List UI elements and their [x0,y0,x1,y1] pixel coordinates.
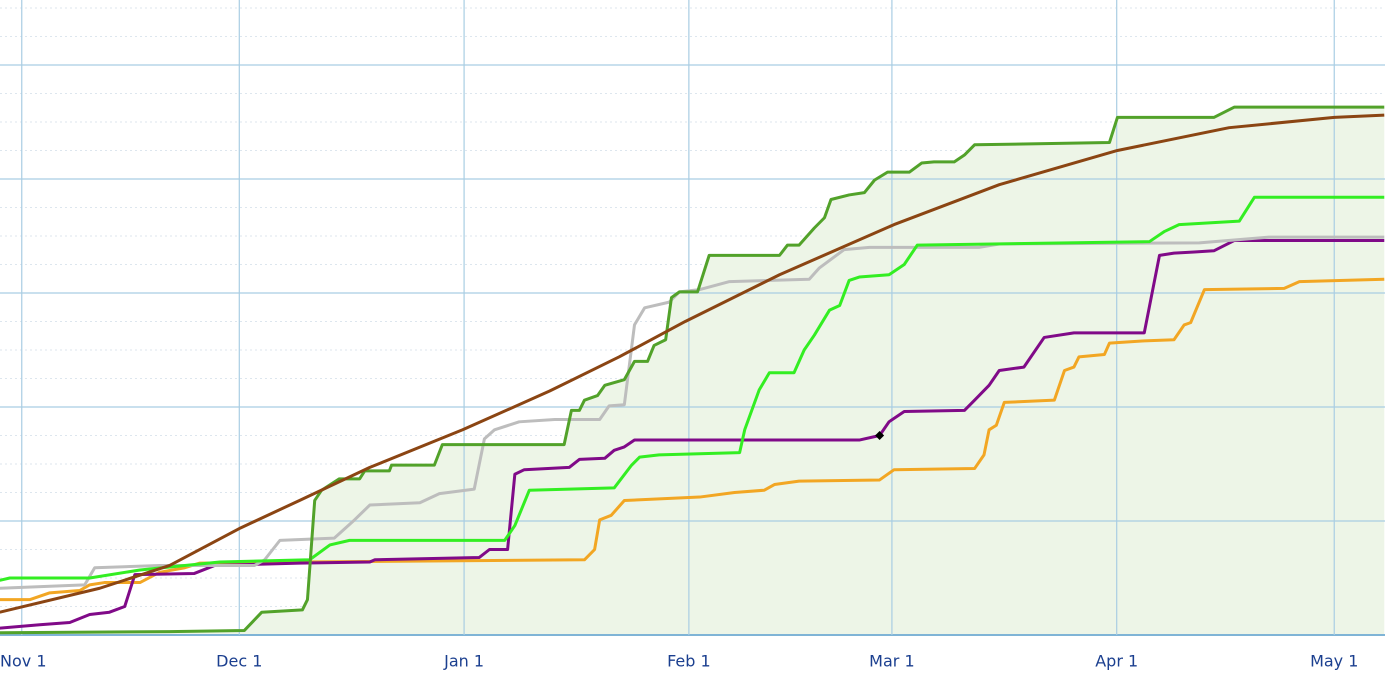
area [0,107,1385,635]
line [0,195,1385,582]
x-tick-label: Dec 1 [216,652,262,671]
x-tick-label: Apr 1 [1095,652,1138,671]
line [0,113,1385,614]
x-tick-label: Nov 1 [0,652,47,671]
x-tick-label: Jan 1 [443,652,484,671]
line [0,235,1385,590]
x-tick-label: Feb 1 [667,652,711,671]
point-marker [875,430,885,440]
line [0,239,1385,630]
x-tick-label: Mar 1 [869,652,914,671]
x-tick-label: May 1 [1310,652,1358,671]
